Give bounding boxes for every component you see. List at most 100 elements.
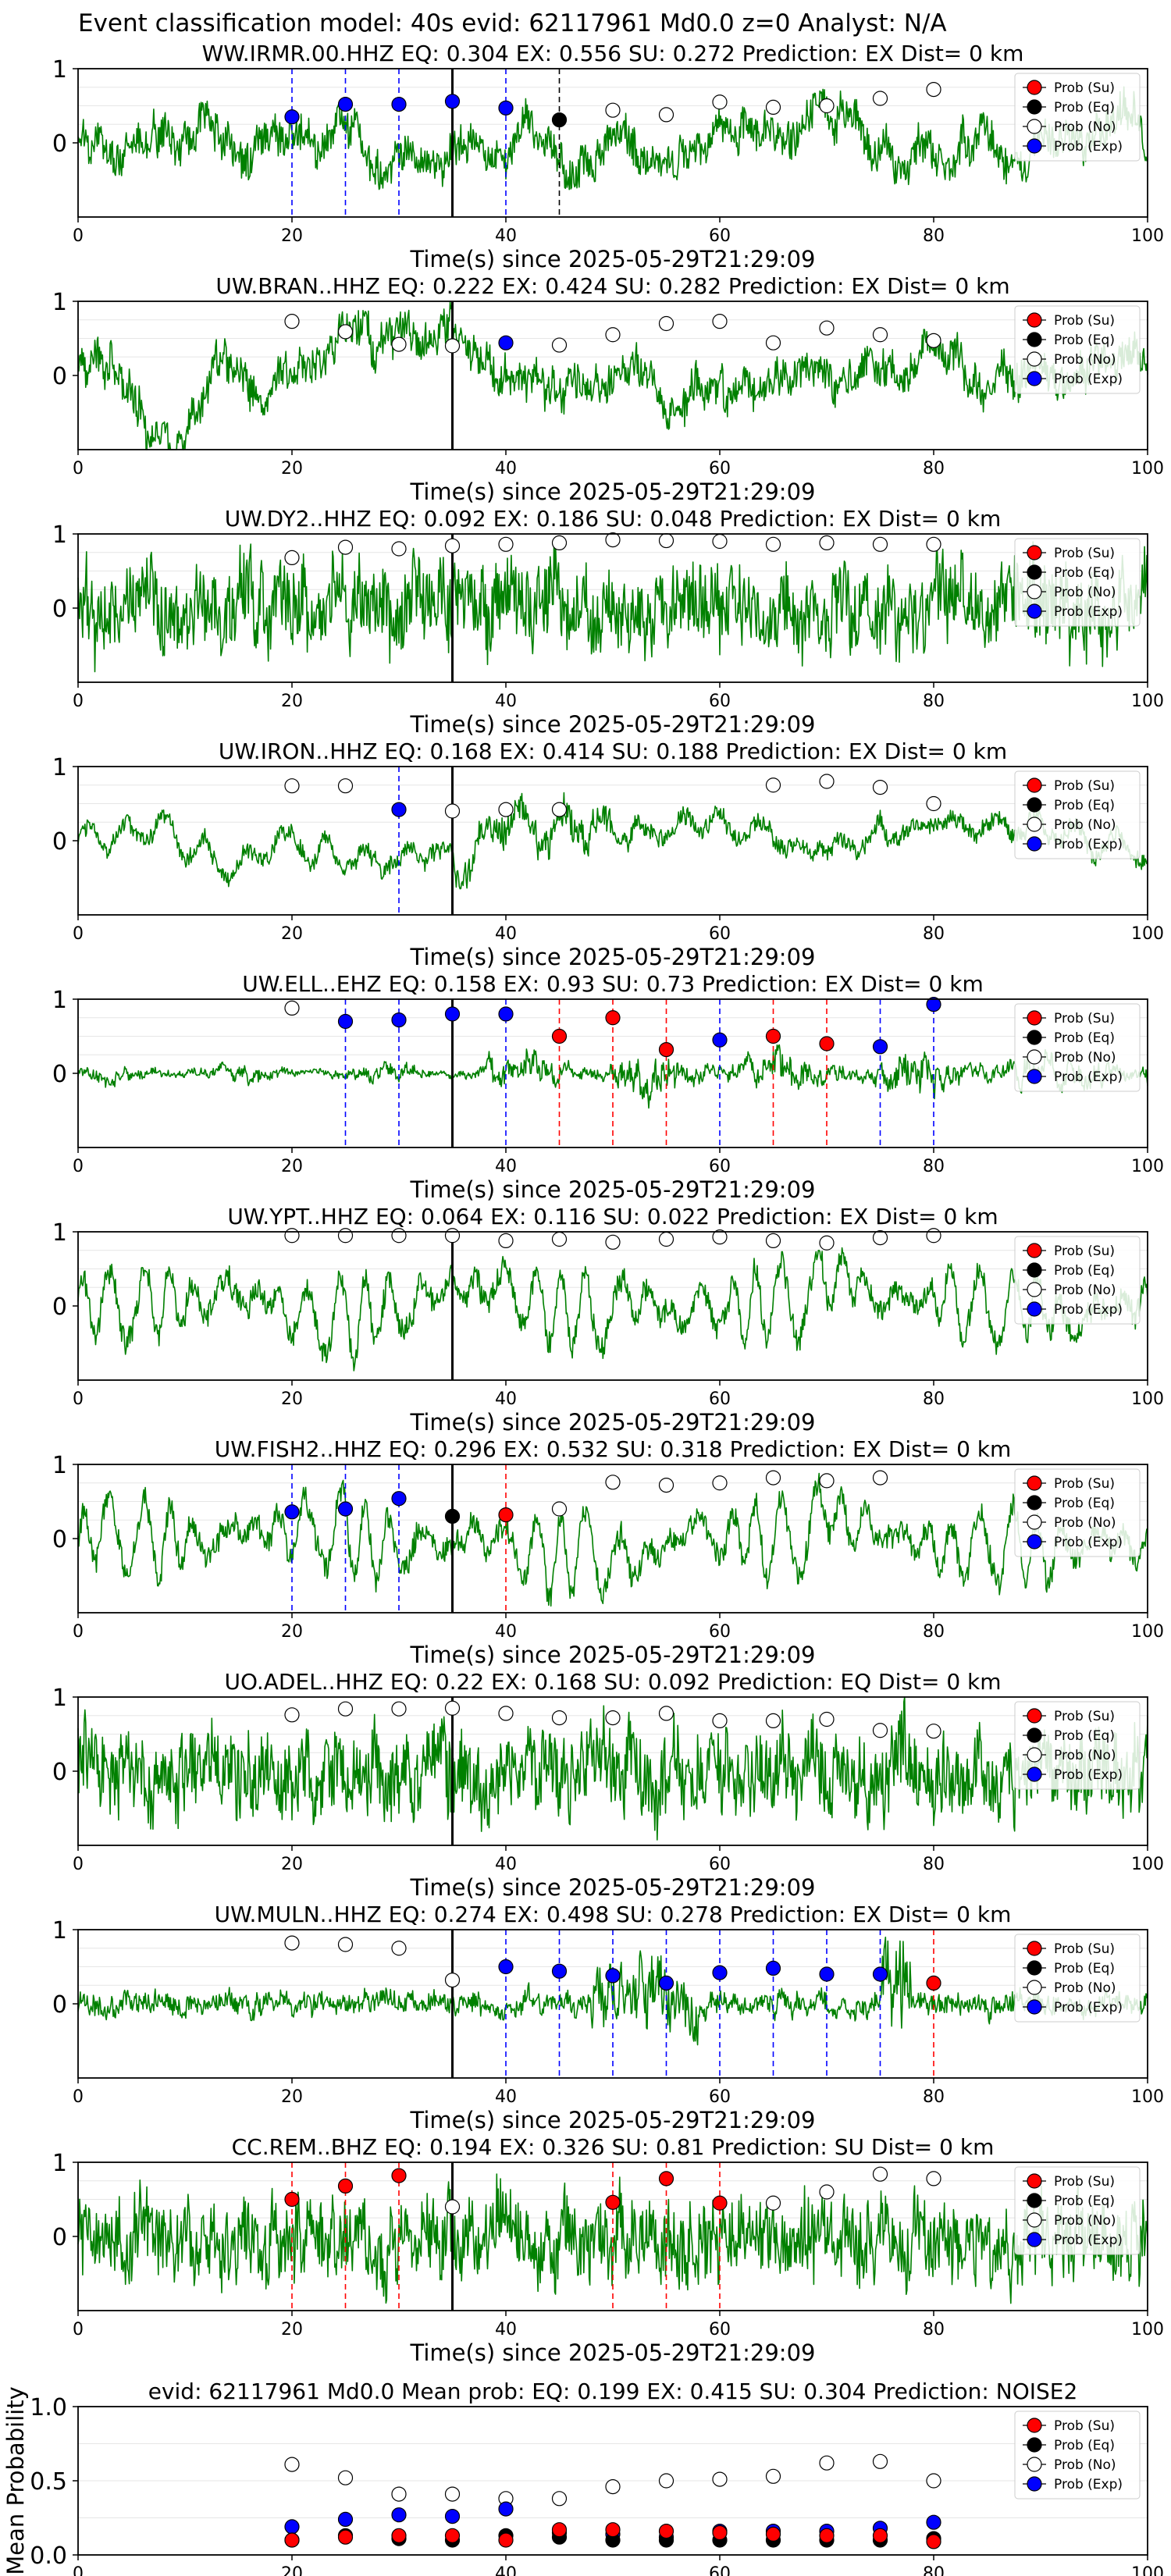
- legend: Prob (Su) Prob (Eq) Prob (No) Prob (Exp): [1014, 2411, 1141, 2500]
- panel-title: UW.FISH2..HHZ EQ: 0.296 EX: 0.532 SU: 0.…: [215, 1436, 1012, 1462]
- legend-label-su: Prob (Su): [1054, 1941, 1115, 1957]
- waveform-line: [77, 86, 1148, 190]
- mean-prob-point-no: [658, 2473, 674, 2489]
- mean-prob-point-no: [712, 2471, 728, 2487]
- x-tick-label: 60: [709, 1157, 731, 1176]
- legend-label-no: Prob (No): [1054, 1515, 1116, 1531]
- legend-label-su: Prob (Su): [1054, 1709, 1115, 1724]
- x-tick-label: 100: [1131, 1622, 1164, 1642]
- legend: Prob (Su) Prob (Eq) Prob (No) Prob (Exp): [1014, 1468, 1141, 1557]
- legend-marker-exp: [1027, 1534, 1042, 1550]
- y-tick-label: 1: [52, 1685, 67, 1712]
- legend-label-su: Prob (Su): [1054, 2174, 1115, 2190]
- prob-marker-no: [658, 107, 674, 123]
- prob-marker-no: [926, 1724, 941, 1739]
- legend-label-no: Prob (No): [1054, 817, 1116, 833]
- legend-marker-eq: [1027, 1030, 1042, 1045]
- legend-label-eq: Prob (Eq): [1054, 1496, 1115, 1511]
- x-tick-label: 60: [709, 1389, 731, 1409]
- legend-label-no: Prob (No): [1054, 1283, 1116, 1298]
- mean-prob-point-no: [605, 2479, 621, 2495]
- mean-prob-point-no: [444, 2486, 461, 2502]
- mean-prob-point-no: [551, 2491, 568, 2507]
- chart-panel: UW.DY2..HHZ EQ: 0.092 EX: 0.186 SU: 0.04…: [52, 506, 1164, 738]
- prob-marker-no: [444, 1973, 461, 1988]
- chart-panel: UW.ELL..EHZ EQ: 0.158 EX: 0.93 SU: 0.73 …: [52, 971, 1164, 1203]
- x-tick-label: 80: [923, 692, 945, 711]
- legend-label-no: Prob (No): [1054, 352, 1116, 368]
- x-tick-label: 60: [709, 2087, 731, 2107]
- legend-label-exp: Prob (Exp): [1054, 837, 1123, 852]
- prob-marker-no: [498, 536, 514, 552]
- waveform-line: [77, 541, 1148, 673]
- chart-panel: evid: 62117961 Md0.0 Mean prob: EQ: 0.19…: [2, 2379, 1164, 2576]
- x-tick-label: 0: [73, 2320, 84, 2339]
- prob-marker-no: [284, 314, 300, 329]
- chart-panel: UW.YPT..HHZ EQ: 0.064 EX: 0.116 SU: 0.02…: [52, 1204, 1164, 1436]
- prob-marker-su: [391, 2168, 407, 2183]
- y-tick-label: 0: [52, 130, 67, 158]
- legend: Prob (Su) Prob (Eq) Prob (No) Prob (Exp): [1014, 1236, 1141, 1325]
- y-tick-label: 1: [52, 289, 67, 316]
- legend-label-no: Prob (No): [1054, 2457, 1116, 2473]
- x-tick-label: 20: [281, 2320, 303, 2339]
- legend-marker-su: [1027, 1941, 1042, 1956]
- prob-marker-no: [391, 1701, 407, 1717]
- prob-marker-exp: [658, 1975, 674, 1991]
- y-tick-label: 1: [52, 1219, 67, 1247]
- legend-marker-eq: [1027, 99, 1042, 115]
- prob-marker-no: [872, 2166, 888, 2182]
- prob-marker-su: [819, 1036, 835, 1051]
- x-tick-label: 60: [709, 692, 731, 711]
- x-axis-label: Time(s) since 2025-05-29T21:29:09: [410, 944, 816, 970]
- legend-marker-no: [1027, 1747, 1042, 1763]
- prob-marker-su: [337, 2178, 354, 2194]
- prob-marker-no: [926, 333, 941, 348]
- panel-title: UO.ADEL..HHZ EQ: 0.22 EX: 0.168 SU: 0.09…: [224, 1669, 1001, 1695]
- mean-prob-point-su: [284, 2532, 300, 2548]
- x-tick-label: 40: [495, 1855, 517, 1874]
- waveform-line: [77, 1472, 1148, 1607]
- chart-panel: UW.FISH2..HHZ EQ: 0.296 EX: 0.532 SU: 0.…: [52, 1436, 1164, 1668]
- legend-label-su: Prob (Su): [1054, 313, 1115, 329]
- chart-panel: WW.IRMR.00.HHZ EQ: 0.304 EX: 0.556 SU: 0…: [52, 41, 1164, 272]
- panel-title: UW.YPT..HHZ EQ: 0.064 EX: 0.116 SU: 0.02…: [227, 1204, 998, 1229]
- prob-marker-no: [284, 1935, 300, 1951]
- legend-marker-su: [1027, 312, 1042, 328]
- x-tick-label: 60: [709, 924, 731, 944]
- x-axis-label: Time(s) since 2025-05-29T21:29:09: [410, 2107, 816, 2133]
- prob-marker-no: [551, 535, 568, 551]
- legend: Prob (Su) Prob (Eq) Prob (No) Prob (Exp): [1014, 1003, 1141, 1092]
- prob-marker-no: [337, 324, 354, 340]
- mean-prob-point-su: [712, 2524, 728, 2541]
- prob-marker-no: [765, 99, 781, 115]
- prob-marker-no: [872, 327, 888, 343]
- prob-marker-su: [926, 1975, 941, 1991]
- y-tick-label: 1: [52, 754, 67, 781]
- legend-label-no: Prob (No): [1054, 585, 1116, 600]
- mean-prob-point-no: [337, 2470, 354, 2485]
- legend-label-su: Prob (Su): [1054, 546, 1115, 561]
- waveform-line: [77, 1696, 1148, 1841]
- legend-label-exp: Prob (Exp): [1054, 372, 1123, 387]
- x-tick-label: 60: [709, 2320, 731, 2339]
- mean-prob-point-su: [819, 2528, 835, 2543]
- legend-marker-exp: [1027, 1767, 1042, 1782]
- x-tick-label: 80: [923, 1157, 945, 1176]
- legend-label-no: Prob (No): [1054, 2213, 1116, 2229]
- legend-marker-exp: [1027, 371, 1042, 386]
- prob-marker-no: [658, 1477, 674, 1493]
- x-tick-label: 20: [281, 226, 303, 246]
- mean-prob-point-su: [658, 2524, 674, 2539]
- x-tick-label: 0: [73, 924, 84, 944]
- x-tick-label: 40: [495, 1157, 517, 1176]
- y-tick-label: 0.5: [30, 2468, 67, 2496]
- y-tick-label: 0: [52, 596, 67, 623]
- prob-marker-no: [765, 335, 781, 350]
- prob-marker-exp: [498, 100, 514, 116]
- y-tick-label: 1: [52, 1452, 67, 1479]
- legend-label-no: Prob (No): [1054, 1050, 1116, 1066]
- x-tick-label: 20: [281, 459, 303, 479]
- legend: Prob (Su) Prob (Eq) Prob (No) Prob (Exp): [1014, 770, 1141, 859]
